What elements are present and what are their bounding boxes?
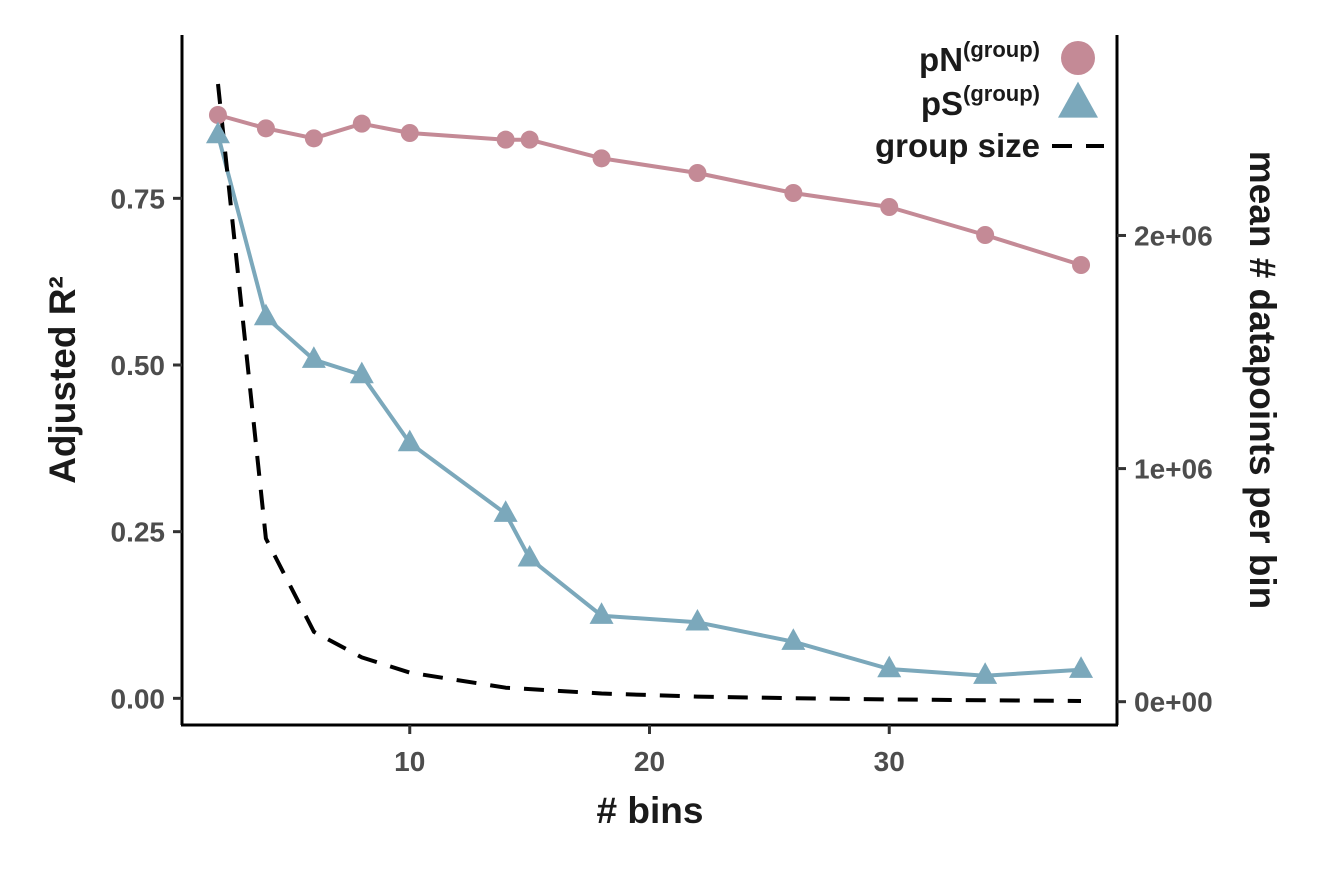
point-pn-12	[1072, 256, 1091, 274]
point-ps-10	[877, 655, 902, 678]
point-pn-1	[256, 119, 275, 138]
point-ps-2	[301, 346, 326, 368]
point-pn-10	[880, 198, 899, 216]
legend-label-1: pS(group)	[921, 81, 1040, 122]
point-pn-9	[784, 184, 803, 202]
point-pn-0	[208, 106, 227, 124]
legend-label-0: pN(group)	[919, 37, 1040, 78]
legend-key-1	[1058, 81, 1098, 118]
point-ps-0	[205, 121, 230, 144]
point-ps-5	[493, 500, 518, 522]
legend: pN(group)pS(group) group size	[875, 37, 1104, 164]
x-tick-label-2: 30	[874, 746, 905, 777]
point-ps-12	[1069, 656, 1094, 678]
y2-tick-label-1: 1e+06	[1134, 454, 1213, 485]
point-pn-2	[304, 129, 323, 148]
y-tick-label-3: 0.75	[111, 183, 166, 214]
series-markers	[205, 106, 1094, 684]
point-ps-11	[973, 662, 998, 684]
x-tick-label-1: 20	[634, 746, 665, 777]
point-pn-5	[496, 130, 515, 149]
y-tick-label-1: 0.25	[111, 517, 166, 548]
point-pn-6	[520, 130, 539, 149]
y2-tick-label-2: 2e+06	[1134, 220, 1213, 251]
point-ps-9	[781, 628, 806, 650]
y-tick-label-0: 0.00	[111, 683, 166, 714]
point-ps-7	[589, 602, 614, 624]
point-ps-4	[397, 429, 422, 452]
point-ps-3	[349, 361, 374, 384]
y-tick-label-2: 0.50	[111, 350, 166, 381]
point-pn-11	[976, 226, 995, 244]
tick-labels: 10 20 30 0.00 0.25 0.50 0.75 0e+00 1e+06 2e+06	[111, 183, 1213, 777]
point-pn-8	[688, 164, 707, 182]
axes	[173, 35, 1126, 734]
point-pn-3	[352, 114, 371, 133]
point-ps-6	[517, 544, 542, 567]
legend-key-0	[1061, 41, 1095, 75]
point-pn-7	[592, 149, 611, 168]
series-line-1	[216, 134, 1082, 678]
point-pn-4	[400, 124, 419, 142]
y-axis-title: Adjusted R²	[42, 276, 83, 484]
x-axis-title: # bins	[597, 790, 704, 831]
series-line-2	[216, 83, 1082, 703]
y2-axis-title: mean # datapoints per bin	[1242, 151, 1283, 609]
point-ps-8	[685, 608, 710, 631]
legend-label-2: group size	[875, 127, 1040, 164]
x-tick-label-0: 10	[394, 746, 425, 777]
point-ps-1	[253, 303, 278, 326]
y2-tick-label-0: 0e+00	[1134, 687, 1213, 718]
series-lines	[216, 83, 1082, 703]
